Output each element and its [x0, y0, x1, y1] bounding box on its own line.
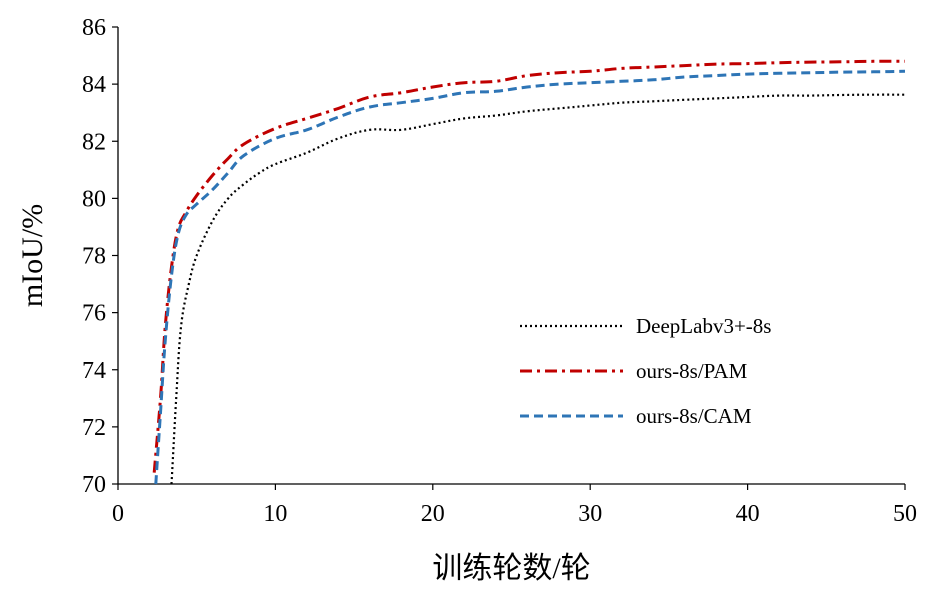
y-tick-label: 72: [82, 415, 106, 441]
x-tick-label: 0: [112, 501, 124, 527]
series-group: [152, 59, 906, 485]
series-line-2: [154, 69, 906, 485]
series-line-1: [152, 59, 906, 473]
axes: [117, 27, 905, 485]
legend: DeepLabv3+-8s ours-8s/PAM ours-8s/CAM: [520, 314, 771, 428]
x-tick-label: 40: [736, 501, 760, 527]
y-tick-label: 78: [82, 244, 106, 270]
series-line-0: [170, 93, 906, 485]
x-tick-label: 20: [421, 501, 445, 527]
legend-label-2: ours-8s/CAM: [636, 404, 752, 428]
x-tick-label: 10: [263, 501, 287, 527]
x-axis-title: 训练轮数/轮: [432, 552, 590, 585]
y-tick-label: 84: [82, 72, 106, 98]
y-tick-label: 70: [82, 472, 106, 498]
y-tick-label: 76: [82, 301, 106, 327]
y-tick-label: 86: [82, 15, 106, 41]
x-tick-label: 30: [578, 501, 602, 527]
y-axis-title: mIoU/%: [16, 204, 49, 307]
legend-label-0: DeepLabv3+-8s: [636, 314, 771, 338]
legend-label-1: ours-8s/PAM: [636, 359, 748, 383]
ticks: 0 10 20 30 40 50 70 72 74 76 78 80 82 84 86: [82, 15, 917, 527]
y-tick-label: 74: [82, 358, 106, 384]
y-tick-label: 82: [82, 129, 106, 155]
x-tick-label: 50: [893, 501, 917, 527]
y-tick-label: 80: [82, 186, 106, 212]
